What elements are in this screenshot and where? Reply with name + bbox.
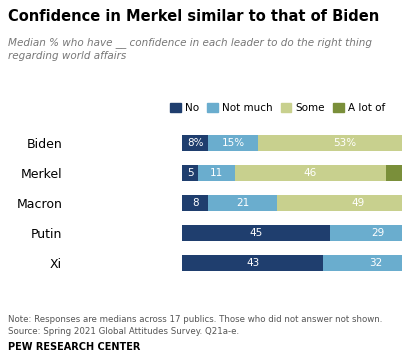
Bar [323,255,419,271]
Bar [182,195,208,211]
Text: 8%: 8% [187,138,204,148]
Bar [258,135,419,151]
Text: 29: 29 [371,228,384,238]
Text: 32: 32 [369,258,383,268]
Text: 46: 46 [304,168,317,178]
Bar [386,165,419,181]
Bar [199,165,235,181]
Text: 8: 8 [192,198,199,208]
Text: 45: 45 [249,228,263,238]
Bar [182,135,208,151]
Bar [182,225,330,241]
Text: 11: 11 [210,168,223,178]
Bar [182,165,199,181]
Bar [208,135,258,151]
Bar [330,225,419,241]
Bar [182,255,323,271]
Text: 5: 5 [187,168,194,178]
Text: 43: 43 [246,258,259,268]
Bar [235,165,386,181]
Text: Confidence in Merkel similar to that of Biden: Confidence in Merkel similar to that of … [8,9,380,24]
Bar [208,195,277,211]
Text: Median % who have __ confidence in each leader to do the right thing
regarding w: Median % who have __ confidence in each … [8,37,372,62]
Bar [277,195,419,211]
Text: 21: 21 [236,198,249,208]
Text: 49: 49 [351,198,365,208]
Text: 53%: 53% [333,138,356,148]
Text: Note: Responses are medians across 17 publics. Those who did not answer not show: Note: Responses are medians across 17 pu… [8,315,383,336]
Text: PEW RESEARCH CENTER: PEW RESEARCH CENTER [8,342,141,352]
Legend: No, Not much, Some, A lot of: No, Not much, Some, A lot of [166,99,389,117]
Text: 15%: 15% [221,138,245,148]
